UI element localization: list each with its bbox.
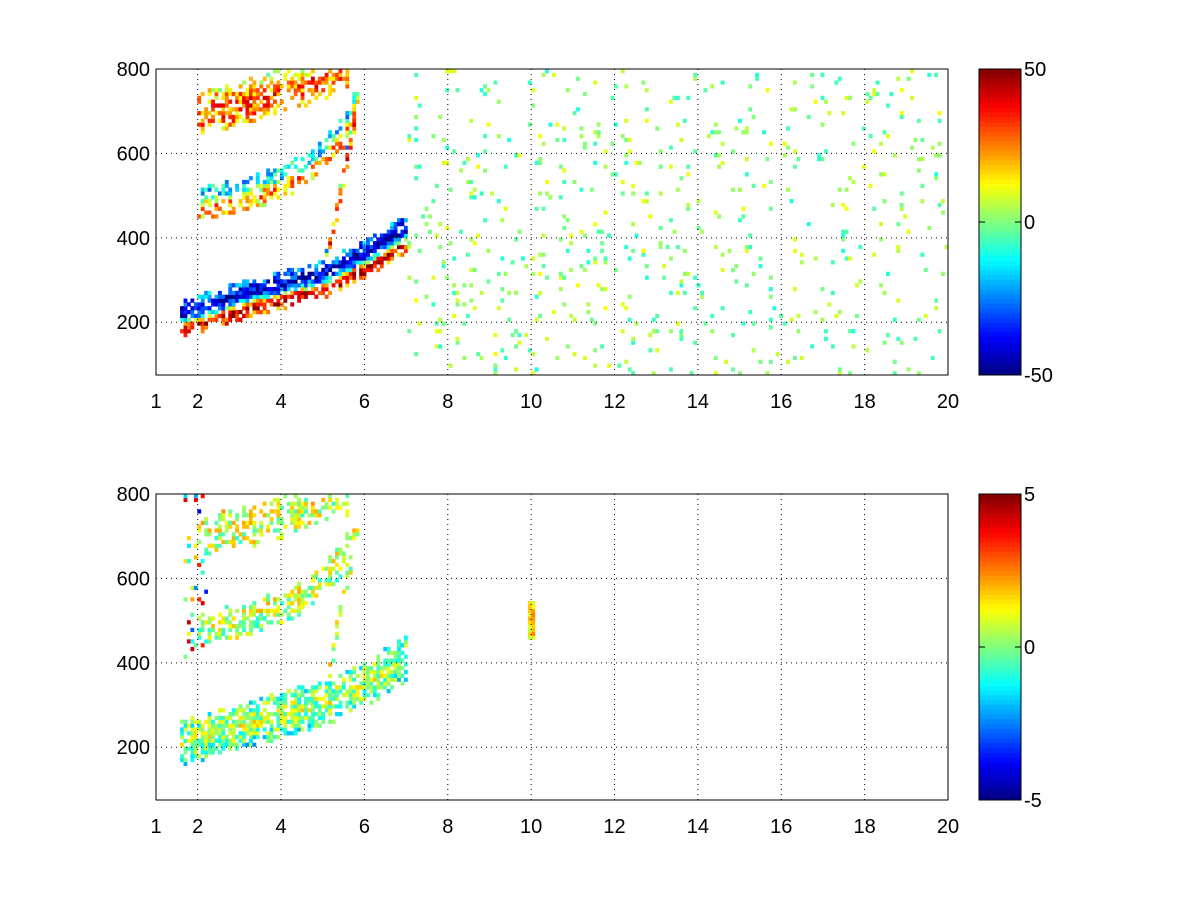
x-tick-label: 16 xyxy=(770,816,792,838)
y-tick-label: 600 xyxy=(117,143,150,165)
axes-background xyxy=(156,69,948,375)
x-tick-label: 1 xyxy=(150,816,161,838)
x-tick-label: 12 xyxy=(603,391,625,413)
heatmap-cells xyxy=(180,69,948,375)
y-tick-label: 200 xyxy=(117,312,150,334)
x-tick-label: 6 xyxy=(359,816,370,838)
x-tick-label: 4 xyxy=(275,816,286,838)
x-tick-label: 16 xyxy=(770,391,792,413)
colorbar-tick-label: 0 xyxy=(1024,212,1035,234)
heatmap-cells xyxy=(180,494,536,766)
colorbar-tick-label: 50 xyxy=(1024,59,1046,81)
axes-frame xyxy=(155,68,949,376)
x-tick-label: 18 xyxy=(854,391,876,413)
grid-lines xyxy=(156,68,949,375)
colorbar: -50 0 50 xyxy=(978,59,1053,387)
x-tick-label: 20 xyxy=(937,391,959,413)
colorbar-tick-label: 0 xyxy=(1024,637,1035,659)
x-tick-label: 2 xyxy=(192,391,203,413)
y-tick-label: 200 xyxy=(117,737,150,759)
colorbar: -5 0 5 xyxy=(978,484,1042,812)
axes-frame xyxy=(155,493,949,801)
y-tick-label: 400 xyxy=(117,653,150,675)
x-tick-label: 12 xyxy=(603,816,625,838)
axes-background xyxy=(156,494,948,800)
y-tick-label: 400 xyxy=(117,228,150,250)
x-tick-label: 14 xyxy=(687,816,709,838)
x-tick-label: 6 xyxy=(359,391,370,413)
x-tick-label: 10 xyxy=(520,391,542,413)
x-tick-label: 2 xyxy=(192,816,203,838)
y-tick-label: 800 xyxy=(117,59,150,81)
x-tick-label: 10 xyxy=(520,816,542,838)
y-tick-label: 800 xyxy=(117,484,150,506)
x-tick-label: 20 xyxy=(937,816,959,838)
x-tick-label: 8 xyxy=(442,391,453,413)
x-tick-label: 1 xyxy=(150,391,161,413)
x-tick-label: 14 xyxy=(687,391,709,413)
x-tick-label: 4 xyxy=(275,391,286,413)
x-tick-label: 18 xyxy=(854,816,876,838)
x-tick-label: 8 xyxy=(442,816,453,838)
colorbar-tick-label: 5 xyxy=(1024,484,1035,506)
colorbar-tick-label: -5 xyxy=(1024,790,1042,812)
y-tick-label: 600 xyxy=(117,568,150,590)
colorbar-tick-label: -50 xyxy=(1024,365,1053,387)
